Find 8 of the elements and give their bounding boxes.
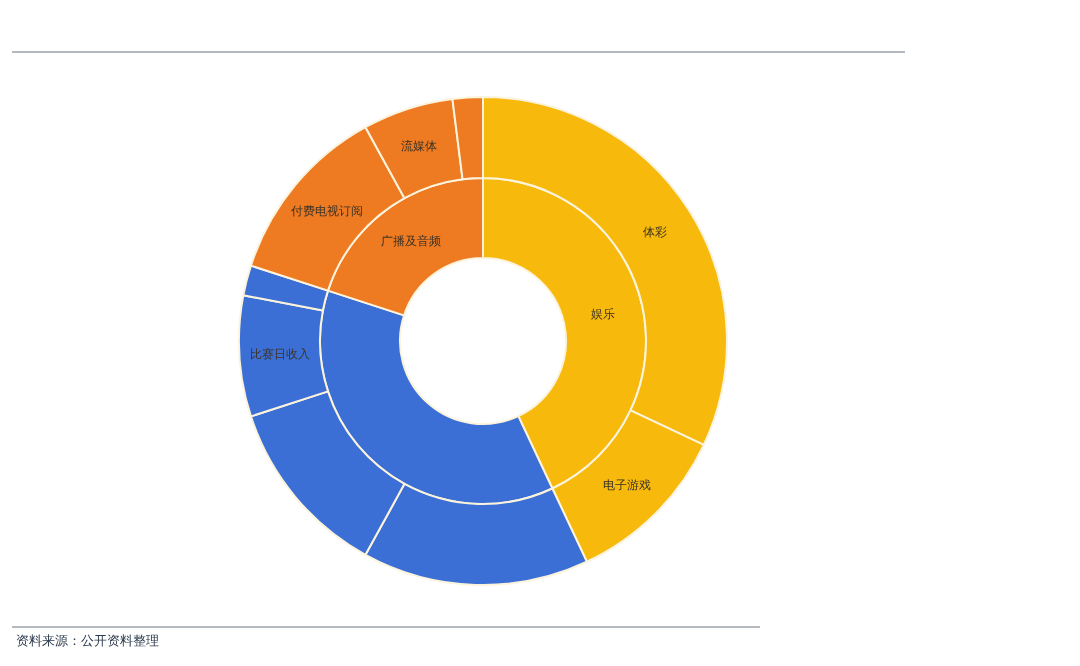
slice-label: 付费电视订阅 [289, 204, 363, 219]
text: 资料来源：公开资料整理 [16, 633, 159, 648]
slice-label: 电子游戏 [602, 477, 651, 492]
slice-label: 体彩 [642, 224, 667, 239]
slice-label: 比赛日收入 [249, 346, 310, 361]
slice-label: 广播及音频 [380, 234, 441, 249]
slice-label: 流媒体 [401, 138, 438, 153]
slice-label: 娱乐 [591, 307, 616, 322]
